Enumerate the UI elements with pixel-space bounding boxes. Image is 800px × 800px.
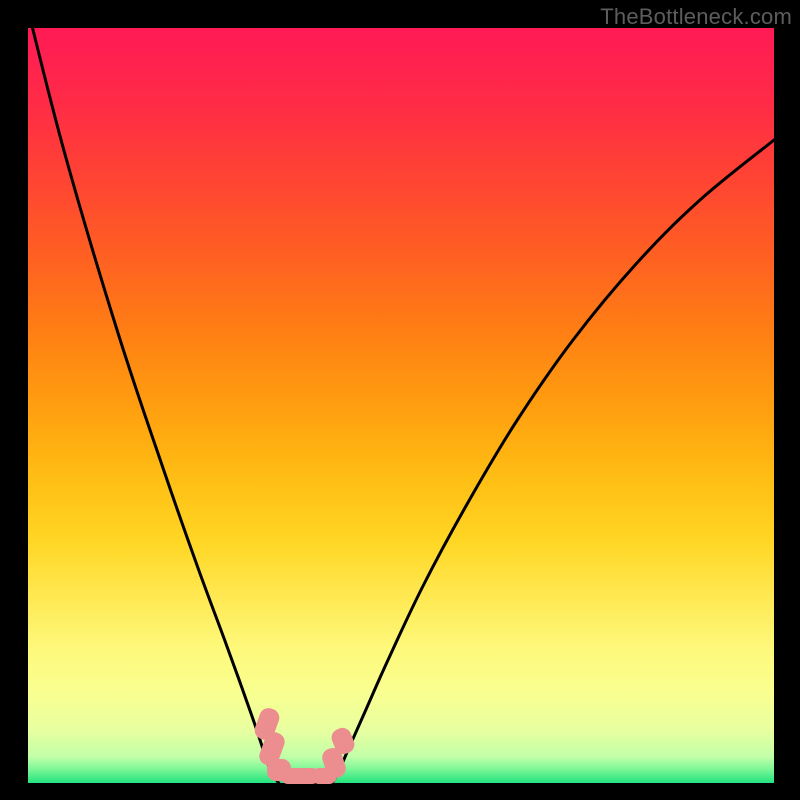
left-curve <box>30 28 280 783</box>
chart-frame: TheBottleneck.com <box>0 0 800 800</box>
watermark-text: TheBottleneck.com <box>600 4 792 30</box>
right-curve <box>331 140 774 783</box>
plot-area <box>28 28 774 783</box>
bottleneck-curve <box>28 28 774 783</box>
